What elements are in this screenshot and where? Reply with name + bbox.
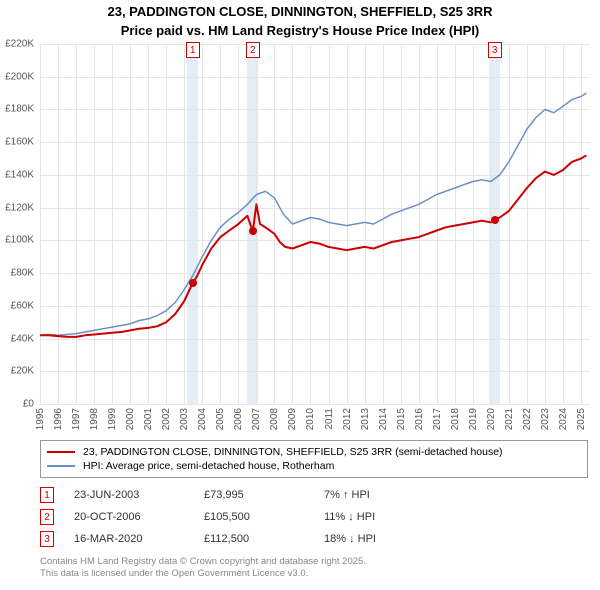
transaction-price: £112,500 [204,533,324,545]
x-axis-tick-label: 2019 [468,408,479,430]
y-axis-tick-label: £100K [5,235,34,246]
transaction-flag: 3 [40,531,54,547]
marker-flag: 3 [488,42,502,58]
x-axis-tick-label: 2021 [504,408,515,430]
footnote: Contains HM Land Registry data © Crown c… [40,556,366,581]
y-axis-tick-label: £200K [5,71,34,82]
x-axis-tick-label: 2008 [269,408,280,430]
legend-row: HPI: Average price, semi-detached house,… [47,459,581,473]
marker-dot [249,227,257,235]
x-axis-tick-label: 2015 [396,408,407,430]
transaction-delta: 18% ↓ HPI [324,533,444,545]
x-axis-tick-label: 2014 [378,408,389,430]
transaction-flag: 2 [40,509,54,525]
x-axis-tick-label: 2007 [251,408,262,430]
x-axis-tick-label: 1998 [89,408,100,430]
marker-dot [189,279,197,287]
transaction-row: 1 23-JUN-2003£73,9957% ↑ HPI [40,484,444,506]
x-axis-tick-label: 2010 [305,408,316,430]
y-axis-tick-label: £120K [5,202,34,213]
x-axis-tick-label: 2024 [558,408,569,430]
x-axis-tick-label: 2004 [197,408,208,430]
x-axis-tick-label: 1999 [107,408,118,430]
legend-swatch [47,465,75,467]
x-axis-tick-label: 2012 [342,408,353,430]
y-axis-tick-label: £80K [11,268,34,279]
y-axis-tick-label: £220K [5,39,34,50]
x-axis-tick-label: 2009 [287,408,298,430]
x-axis-tick-label: 2023 [540,408,551,430]
legend-label: 23, PADDINGTON CLOSE, DINNINGTON, SHEFFI… [83,446,503,458]
y-axis-tick-label: £180K [5,104,34,115]
marker-dot [491,216,499,224]
x-axis-tick-label: 2013 [360,408,371,430]
y-axis-tick-label: £60K [11,300,34,311]
gridline-horizontal [40,404,590,405]
x-axis-tick-label: 2025 [576,408,587,430]
y-axis-tick-label: £160K [5,137,34,148]
x-axis-tick-label: 2003 [179,408,190,430]
x-axis-tick-label: 2020 [486,408,497,430]
y-axis-tick-label: £0 [23,399,34,410]
x-axis-tick-label: 2005 [215,408,226,430]
y-axis-tick-label: £20K [11,366,34,377]
x-axis-tick-label: 2016 [414,408,425,430]
x-axis-tick-label: 2022 [522,408,533,430]
transaction-date: 16-MAR-2020 [74,533,204,545]
x-axis-tick-label: 2006 [233,408,244,430]
transaction-price: £73,995 [204,489,324,501]
x-axis-tick-label: 2001 [143,408,154,430]
marker-flag: 1 [186,42,200,58]
x-axis-tick-label: 2017 [432,408,443,430]
y-axis-tick-label: £140K [5,169,34,180]
transaction-row: 2 20-OCT-2006£105,50011% ↓ HPI [40,506,444,528]
x-axis-tick-label: 2000 [125,408,136,430]
x-axis-tick-label: 1995 [35,408,46,430]
x-axis-tick-label: 1997 [71,408,82,430]
transaction-delta: 7% ↑ HPI [324,489,444,501]
footnote-line2: This data is licensed under the Open Gov… [40,568,366,580]
legend-label: HPI: Average price, semi-detached house,… [83,460,334,472]
x-axis-tick-label: 2011 [324,408,335,430]
transaction-flag: 1 [40,487,54,503]
chart-title-line1: 23, PADDINGTON CLOSE, DINNINGTON, SHEFFI… [0,0,600,23]
legend-row: 23, PADDINGTON CLOSE, DINNINGTON, SHEFFI… [47,445,581,459]
chart-title-line2: Price paid vs. HM Land Registry's House … [0,23,600,44]
transaction-delta: 11% ↓ HPI [324,511,444,523]
transaction-price: £105,500 [204,511,324,523]
transaction-date: 20-OCT-2006 [74,511,204,523]
legend: 23, PADDINGTON CLOSE, DINNINGTON, SHEFFI… [40,440,588,478]
x-axis-tick-label: 2002 [161,408,172,430]
transaction-row: 3 16-MAR-2020£112,50018% ↓ HPI [40,528,444,550]
chart-plot-area: £0£20K£40K£60K£80K£100K£120K£140K£160K£1… [40,44,590,404]
y-axis-tick-label: £40K [11,333,34,344]
transactions-table: 1 23-JUN-2003£73,9957% ↑ HPI 2 20-OCT-2006£… [40,484,444,550]
chart-lines [40,44,590,404]
series-price_paid [40,155,586,337]
legend-swatch [47,451,75,453]
marker-flag: 2 [246,42,260,58]
x-axis-tick-label: 1996 [53,408,64,430]
transaction-date: 23-JUN-2003 [74,489,204,501]
footnote-line1: Contains HM Land Registry data © Crown c… [40,556,366,568]
x-axis-tick-label: 2018 [450,408,461,430]
